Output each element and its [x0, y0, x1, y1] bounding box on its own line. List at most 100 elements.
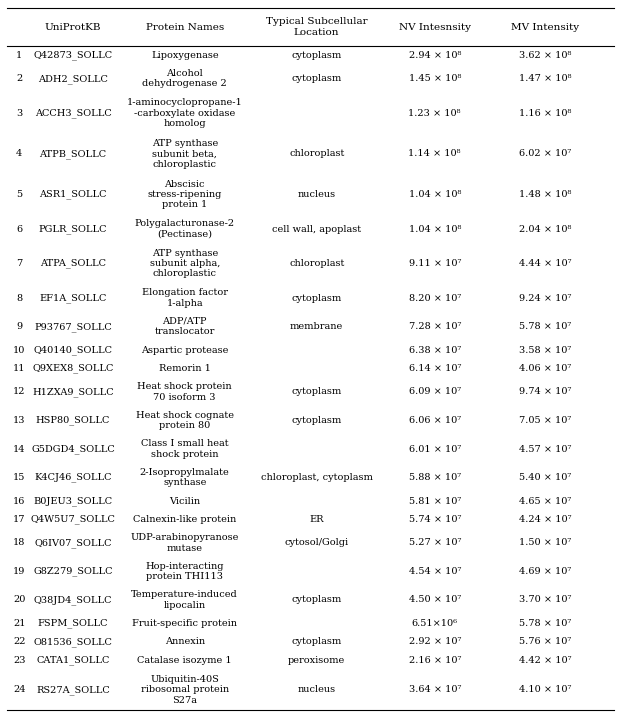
Text: Hop-interacting
protein THI113: Hop-interacting protein THI113: [145, 561, 224, 581]
Text: Q9XEX8_SOLLC: Q9XEX8_SOLLC: [32, 364, 114, 373]
Text: Aspartic protease: Aspartic protease: [141, 345, 229, 355]
Text: 2: 2: [16, 74, 22, 83]
Text: cytoplasm: cytoplasm: [292, 388, 342, 396]
Text: 3.64 × 10⁷: 3.64 × 10⁷: [409, 685, 461, 694]
Text: 1.16 × 10⁸: 1.16 × 10⁸: [519, 108, 571, 118]
Text: cytosol/Golgi: cytosol/Golgi: [284, 538, 349, 547]
Text: O81536_SOLLC: O81536_SOLLC: [34, 637, 112, 647]
Text: Calnexin-like protein: Calnexin-like protein: [133, 515, 237, 524]
Text: Vicilin: Vicilin: [169, 497, 201, 505]
Text: HSP80_SOLLC: HSP80_SOLLC: [36, 416, 110, 425]
Text: chloroplast, cytoplasm: chloroplast, cytoplasm: [261, 473, 373, 482]
Text: 2.94 × 10⁸: 2.94 × 10⁸: [409, 51, 461, 60]
Text: 4.10 × 10⁷: 4.10 × 10⁷: [519, 685, 571, 694]
Text: Alcohol
dehydrogenase 2: Alcohol dehydrogenase 2: [142, 69, 227, 88]
Text: 6.02 × 10⁷: 6.02 × 10⁷: [519, 149, 571, 159]
Text: 3: 3: [16, 108, 22, 118]
Text: 12: 12: [13, 388, 25, 396]
Text: Q38JD4_SOLLC: Q38JD4_SOLLC: [34, 595, 112, 605]
Text: 11: 11: [13, 364, 25, 373]
Text: ACCH3_SOLLC: ACCH3_SOLLC: [35, 108, 111, 118]
Text: 5.40 × 10⁷: 5.40 × 10⁷: [519, 473, 571, 482]
Text: 4.69 × 10⁷: 4.69 × 10⁷: [519, 567, 571, 576]
Text: UDP-arabinopyranose
mutase: UDP-arabinopyranose mutase: [130, 533, 239, 553]
Text: 4.42 × 10⁷: 4.42 × 10⁷: [519, 656, 571, 665]
Text: Temperature-induced
lipocalin: Temperature-induced lipocalin: [132, 590, 238, 610]
Text: UniProtKB: UniProtKB: [45, 22, 101, 32]
Text: 5.88 × 10⁷: 5.88 × 10⁷: [409, 473, 461, 482]
Text: Q42873_SOLLC: Q42873_SOLLC: [34, 50, 112, 60]
Text: 4.50 × 10⁷: 4.50 × 10⁷: [409, 595, 461, 605]
Text: cytoplasm: cytoplasm: [292, 638, 342, 646]
Text: 22: 22: [13, 638, 25, 646]
Text: RS27A_SOLLC: RS27A_SOLLC: [36, 685, 110, 694]
Text: 2-Isopropylmalate
synthase: 2-Isopropylmalate synthase: [140, 468, 230, 488]
Text: 1.04 × 10⁸: 1.04 × 10⁸: [409, 190, 461, 199]
Text: cell wall, apoplast: cell wall, apoplast: [272, 225, 361, 233]
Text: K4CJ46_SOLLC: K4CJ46_SOLLC: [34, 472, 112, 482]
Text: membrane: membrane: [290, 322, 343, 331]
Text: 4.57 × 10⁷: 4.57 × 10⁷: [519, 444, 571, 454]
Text: Remorin 1: Remorin 1: [159, 364, 211, 373]
Text: Q6IV07_SOLLC: Q6IV07_SOLLC: [34, 538, 112, 548]
Text: chloroplast: chloroplast: [289, 149, 345, 159]
Text: Ubiquitin-40S
ribosomal protein
S27a: Ubiquitin-40S ribosomal protein S27a: [141, 675, 229, 704]
Text: 7.05 × 10⁷: 7.05 × 10⁷: [519, 416, 571, 425]
Text: 6.06 × 10⁷: 6.06 × 10⁷: [409, 416, 461, 425]
Text: 5.78 × 10⁷: 5.78 × 10⁷: [519, 619, 571, 628]
Text: 4.54 × 10⁷: 4.54 × 10⁷: [409, 567, 461, 576]
Text: EF1A_SOLLC: EF1A_SOLLC: [39, 293, 107, 303]
Text: 10: 10: [13, 345, 25, 355]
Text: cytoplasm: cytoplasm: [292, 416, 342, 425]
Text: 1.23 × 10⁸: 1.23 × 10⁸: [409, 108, 461, 118]
Text: 5.27 × 10⁷: 5.27 × 10⁷: [409, 538, 461, 547]
Text: peroxisome: peroxisome: [288, 656, 345, 665]
Text: 9.11 × 10⁷: 9.11 × 10⁷: [409, 259, 461, 268]
Text: cytoplasm: cytoplasm: [292, 51, 342, 60]
Text: 17: 17: [13, 515, 25, 524]
Text: ASR1_SOLLC: ASR1_SOLLC: [39, 190, 107, 200]
Text: 24: 24: [13, 685, 25, 694]
Text: 5.76 × 10⁷: 5.76 × 10⁷: [519, 638, 571, 646]
Text: Protein Names: Protein Names: [145, 22, 224, 32]
Text: CATA1_SOLLC: CATA1_SOLLC: [36, 656, 110, 665]
Text: 3.70 × 10⁷: 3.70 × 10⁷: [519, 595, 571, 605]
Text: 8: 8: [16, 294, 22, 302]
Text: FSPM_SOLLC: FSPM_SOLLC: [38, 619, 108, 628]
Text: Abscisic
stress-ripening
protein 1: Abscisic stress-ripening protein 1: [148, 180, 222, 210]
Text: NV Intesnsity: NV Intesnsity: [399, 22, 471, 32]
Text: Class I small heat
shock protein: Class I small heat shock protein: [141, 439, 229, 459]
Text: H1ZXA9_SOLLC: H1ZXA9_SOLLC: [32, 387, 114, 397]
Text: ADH2_SOLLC: ADH2_SOLLC: [38, 74, 108, 83]
Text: 8.20 × 10⁷: 8.20 × 10⁷: [409, 294, 461, 302]
Text: 5.81 × 10⁷: 5.81 × 10⁷: [409, 497, 461, 505]
Text: 14: 14: [13, 444, 25, 454]
Text: 15: 15: [13, 473, 25, 482]
Text: Polygalacturonase-2
(Pectinase): Polygalacturonase-2 (Pectinase): [135, 219, 235, 238]
Text: 1.48 × 10⁸: 1.48 × 10⁸: [519, 190, 571, 199]
Text: G5DGD4_SOLLC: G5DGD4_SOLLC: [31, 444, 115, 454]
Text: nucleus: nucleus: [297, 190, 336, 199]
Text: ATPB_SOLLC: ATPB_SOLLC: [39, 149, 107, 159]
Text: Q40140_SOLLC: Q40140_SOLLC: [34, 345, 112, 355]
Text: 6.09 × 10⁷: 6.09 × 10⁷: [409, 388, 461, 396]
Text: Typical Subcellular
Location: Typical Subcellular Location: [266, 17, 368, 37]
Text: 3.58 × 10⁷: 3.58 × 10⁷: [519, 345, 571, 355]
Text: 2.16 × 10⁷: 2.16 × 10⁷: [409, 656, 461, 665]
Text: ATPA_SOLLC: ATPA_SOLLC: [40, 258, 106, 269]
Text: 2.92 × 10⁷: 2.92 × 10⁷: [409, 638, 461, 646]
Text: 6.14 × 10⁷: 6.14 × 10⁷: [409, 364, 461, 373]
Text: 1: 1: [16, 51, 22, 60]
Text: Heat shock cognate
protein 80: Heat shock cognate protein 80: [136, 411, 233, 430]
Text: G8Z279_SOLLC: G8Z279_SOLLC: [33, 567, 113, 577]
Text: 4.65 × 10⁷: 4.65 × 10⁷: [519, 497, 571, 505]
Text: 1-aminocyclopropane-1
-carboxylate oxidase
homolog: 1-aminocyclopropane-1 -carboxylate oxida…: [127, 98, 243, 129]
Text: 4.44 × 10⁷: 4.44 × 10⁷: [519, 259, 571, 268]
Text: nucleus: nucleus: [297, 685, 336, 694]
Text: cytoplasm: cytoplasm: [292, 74, 342, 83]
Text: Annexin: Annexin: [165, 638, 205, 646]
Text: ADP/ATP
translocator: ADP/ATP translocator: [155, 317, 215, 336]
Text: ATP synthase
subunit alpha,
chloroplastic: ATP synthase subunit alpha, chloroplasti…: [150, 248, 220, 279]
Text: B0JEU3_SOLLC: B0JEU3_SOLLC: [34, 496, 112, 506]
Text: 1.47 × 10⁸: 1.47 × 10⁸: [519, 74, 571, 83]
